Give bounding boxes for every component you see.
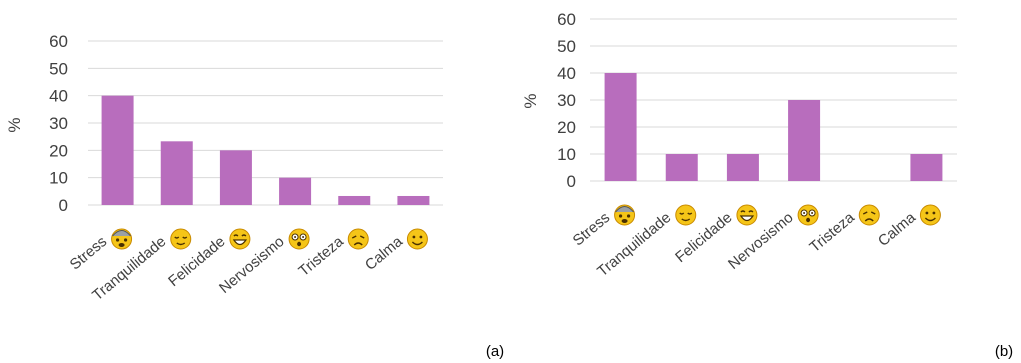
y-tick-label: 0 xyxy=(59,196,68,215)
bar-calma xyxy=(397,195,430,205)
y-axis-label: % xyxy=(521,93,540,108)
chart-panel-a: 0102030405060%StressTranquilidadeFelicid… xyxy=(5,32,504,360)
y-tick-label: 10 xyxy=(557,145,576,164)
y-tick-label: 20 xyxy=(49,141,68,160)
y-tick-label: 40 xyxy=(49,87,68,106)
y-tick-label: 60 xyxy=(49,32,68,51)
hot-stressed-face-icon xyxy=(111,228,133,250)
grinning-face-icon xyxy=(736,204,758,226)
relieved-face-icon xyxy=(675,204,697,226)
dizzy-face-icon xyxy=(797,204,819,226)
y-tick-label: 30 xyxy=(557,91,576,110)
y-tick-label: 50 xyxy=(49,59,68,78)
y-tick-label: 40 xyxy=(557,64,576,83)
panel-label: (b) xyxy=(995,343,1013,360)
x-tick-label: Calma xyxy=(875,209,920,250)
bar-stress xyxy=(101,95,134,205)
x-tick-label: Stress xyxy=(570,209,613,249)
y-tick-label: 60 xyxy=(557,10,576,29)
y-tick-label: 20 xyxy=(557,118,576,137)
grinning-face-icon xyxy=(229,228,251,250)
bar-tranquilidade xyxy=(665,154,698,181)
bar-tranquilidade xyxy=(160,141,193,205)
panel-label: (a) xyxy=(486,343,504,360)
bar-stress xyxy=(604,73,637,181)
y-tick-label: 30 xyxy=(49,114,68,133)
bar-tristeza xyxy=(338,195,371,205)
smiling-face-icon xyxy=(406,228,428,250)
x-tick-label: Nervosismo xyxy=(216,233,288,297)
y-tick-label: 0 xyxy=(567,172,576,191)
hot-stressed-face-icon xyxy=(614,204,636,226)
y-tick-label: 50 xyxy=(557,37,576,56)
bar-felicidade xyxy=(219,150,252,205)
x-tick-label: Nervosismo xyxy=(725,209,797,273)
smiling-face-icon xyxy=(919,204,941,226)
y-tick-label: 10 xyxy=(49,169,68,188)
bar-felicidade xyxy=(726,154,759,181)
dizzy-face-icon xyxy=(288,228,310,250)
bar-calma xyxy=(910,154,943,181)
relieved-face-icon xyxy=(170,228,192,250)
bar-nervosismo xyxy=(788,100,821,181)
sad-face-icon xyxy=(858,204,880,226)
bar-nervosismo xyxy=(279,177,312,205)
x-tick-label: Stress xyxy=(67,233,110,273)
chart-panel-b: 0102030405060%StressTranquilidadeFelicid… xyxy=(521,10,1013,360)
sad-face-icon xyxy=(347,228,369,250)
y-axis-label: % xyxy=(5,117,24,132)
